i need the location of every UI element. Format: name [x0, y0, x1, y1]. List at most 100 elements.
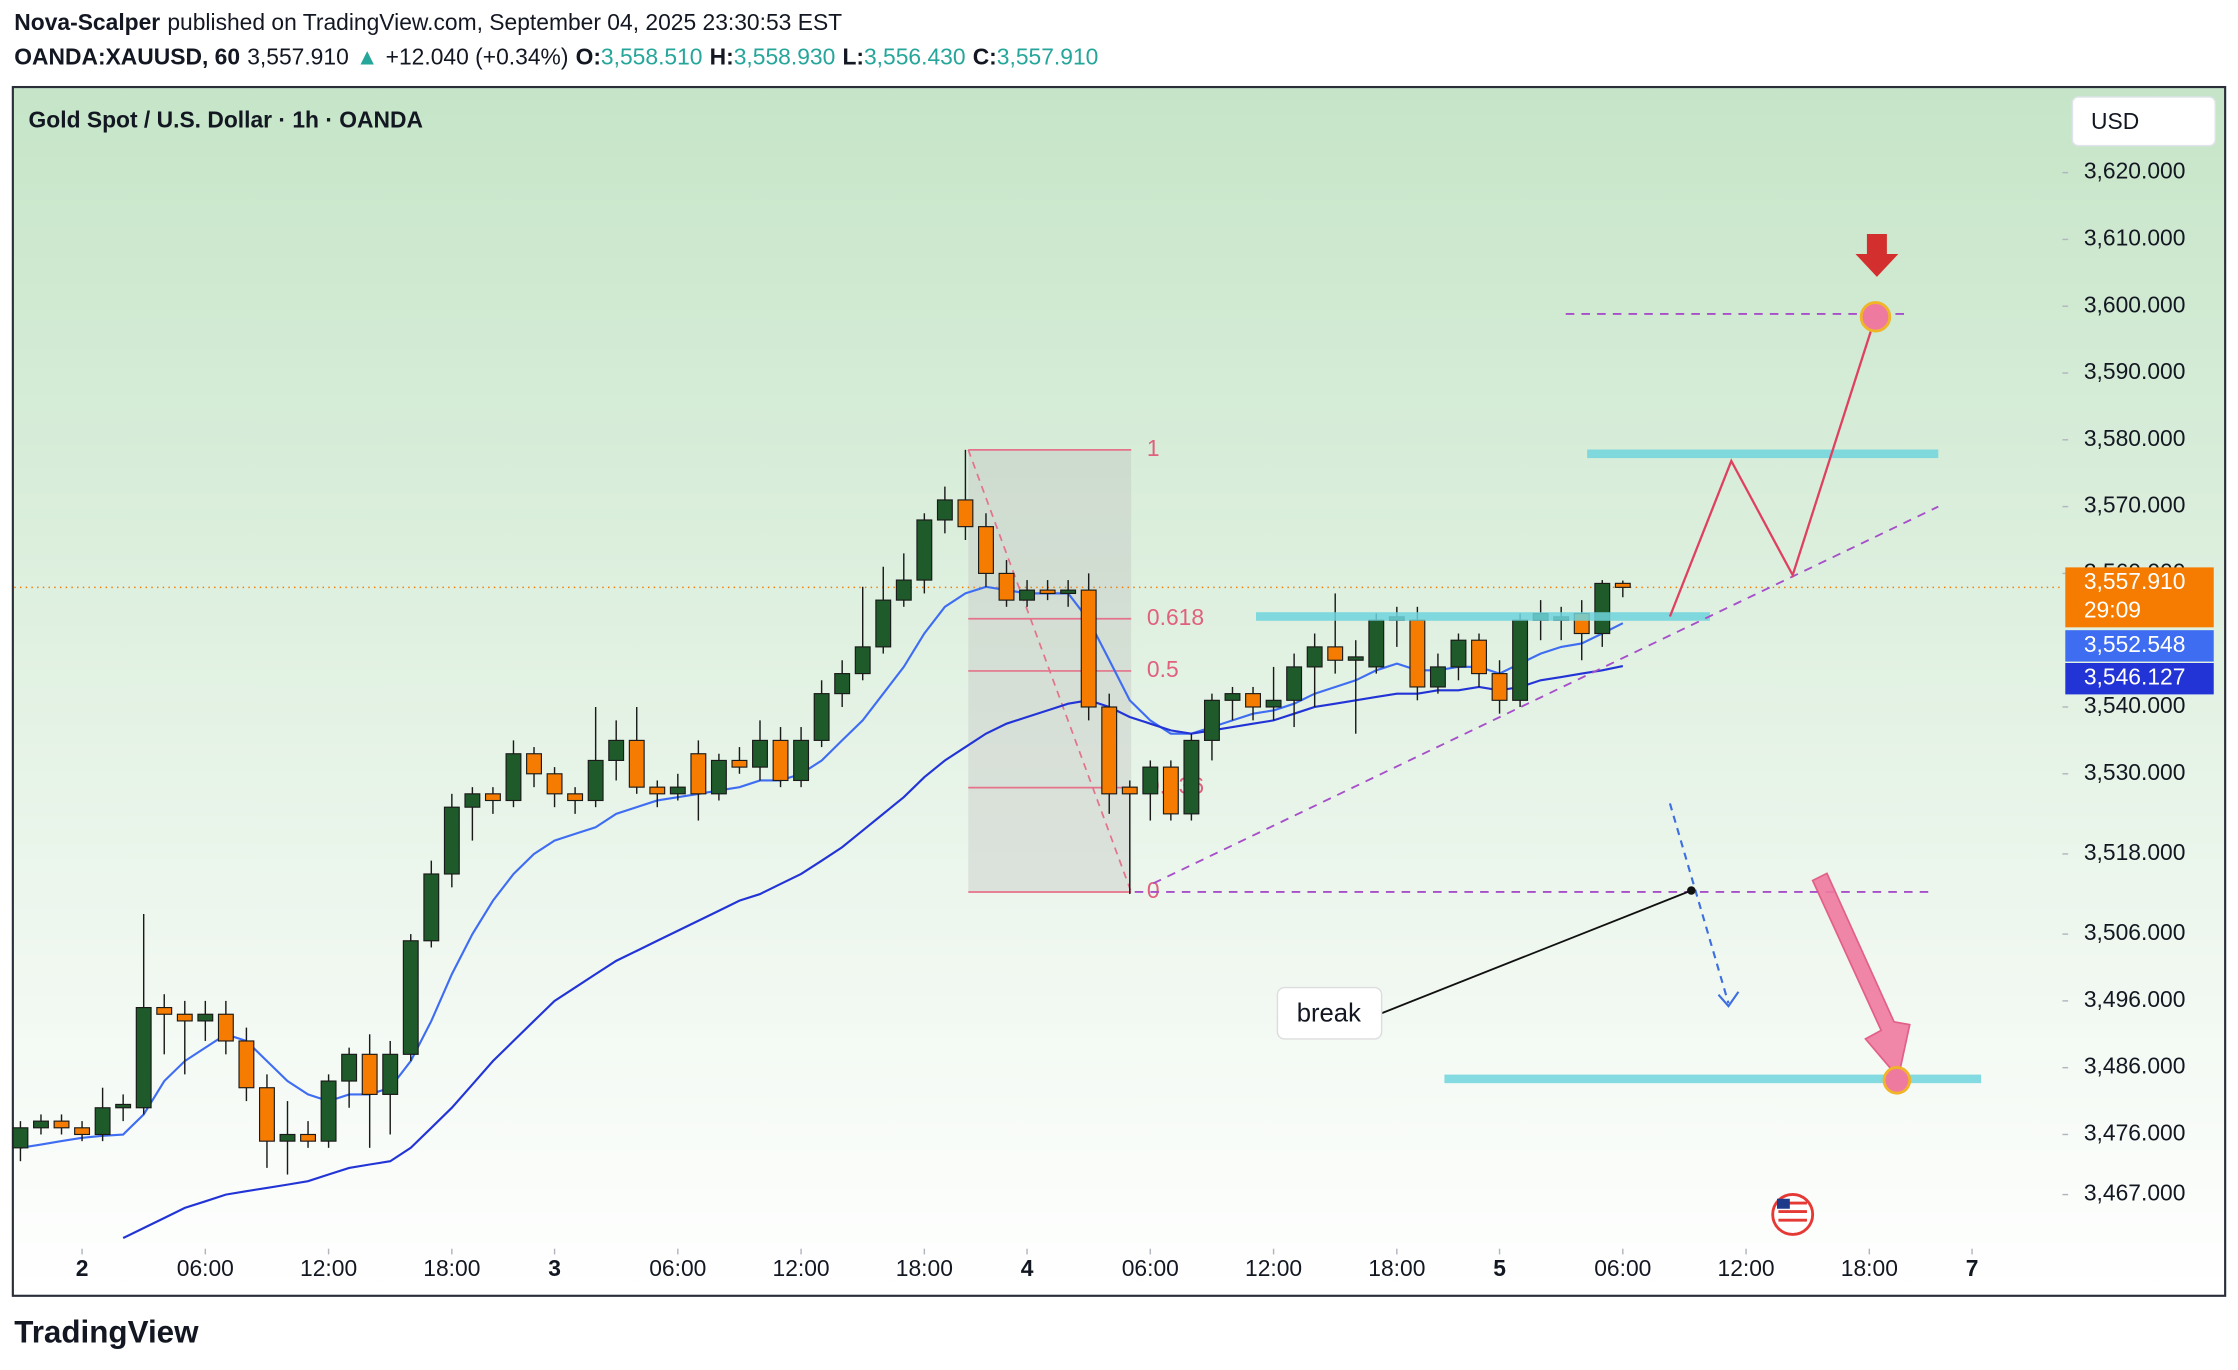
candle-body	[895, 579, 912, 601]
candle-body	[1224, 693, 1241, 701]
blue-arrowhead	[1717, 991, 1740, 1008]
candle-body	[1039, 589, 1056, 595]
candle-body	[916, 519, 933, 581]
author: Nova-Scalper	[14, 9, 160, 35]
candle-body	[1429, 666, 1446, 688]
candle-body	[834, 673, 851, 695]
candle-body	[1471, 639, 1487, 675]
y-tick-label: 3,530.000	[2084, 759, 2186, 785]
candle-body	[238, 1040, 255, 1089]
candle-body	[628, 739, 645, 788]
candle-body	[53, 1120, 70, 1129]
red-arrow	[1855, 234, 1899, 277]
target-dot	[1882, 1066, 1912, 1095]
moving-average	[122, 664, 1624, 1239]
last-price-badge	[2065, 567, 2214, 628]
candle-body	[115, 1103, 132, 1109]
ma-badge-label: 3,552.548	[2084, 631, 2186, 657]
break-label: break	[1297, 999, 1361, 1027]
ohlc-value: 3,558.510	[601, 44, 703, 70]
target-dot	[1859, 301, 1892, 333]
last-price-label: 3,557.910	[2084, 568, 2186, 594]
countdown: 29:09	[2084, 597, 2141, 623]
x-tick-label: 06:00	[1122, 1255, 1179, 1281]
x-tick-label: 18:00	[1841, 1255, 1898, 1281]
publish-line: Nova-Scalper published on TradingView.com…	[14, 9, 842, 35]
currency-box[interactable]	[2071, 96, 2216, 147]
candle-body	[875, 599, 892, 648]
candle-body	[1245, 693, 1262, 708]
published: published on TradingView.com, September …	[167, 9, 842, 35]
y-tick-label: 3,570.000	[2084, 492, 2186, 518]
candle-body	[1019, 589, 1036, 601]
candle-body	[12, 1127, 29, 1149]
candle-body	[176, 1013, 193, 1022]
candle-body	[300, 1133, 317, 1142]
brand: TradingView	[14, 1315, 199, 1350]
candle-body	[1203, 699, 1220, 741]
currency[interactable]: USD	[2091, 108, 2139, 134]
candle-body	[1594, 582, 1611, 635]
candle-body	[1491, 673, 1508, 701]
candle-body	[1327, 646, 1344, 661]
arrow: ▲	[356, 44, 379, 70]
pink-arrow	[1811, 872, 1911, 1080]
candle-body	[423, 873, 440, 942]
candle-body	[361, 1053, 378, 1095]
candle-body	[690, 753, 707, 795]
candle-body	[279, 1133, 296, 1142]
zone-line	[1256, 612, 1710, 621]
x-tick-label: 12:00	[300, 1255, 357, 1281]
break-box	[1276, 986, 1383, 1040]
candle-body	[1306, 646, 1323, 668]
x-tick-label: 4	[1021, 1255, 1034, 1281]
candle-body	[1450, 639, 1467, 668]
chart-layer: 3,620.000 3,610.000 3,600.000 3,590.000 3,58…	[12, 158, 2214, 1281]
x-tick-label: 06:00	[177, 1255, 234, 1281]
candle-body	[505, 753, 522, 802]
zone-line	[1444, 1074, 1982, 1084]
candle-body	[74, 1127, 91, 1136]
candle-body	[1614, 582, 1631, 588]
candle-body	[1265, 699, 1282, 708]
candle-body	[978, 526, 994, 574]
x-tick-label: 7	[1966, 1255, 1979, 1281]
break-dot	[1687, 886, 1696, 895]
x-tick-label: 06:00	[649, 1255, 706, 1281]
ohlc-key: L:	[842, 44, 864, 70]
y-tick-label: 3,610.000	[2084, 224, 2186, 250]
symbol-line: OANDA:XAUUSD, 60 3,557.910 ▲ +12.040 (+0.34…	[14, 44, 1098, 70]
y-tick-label: 3,580.000	[2084, 425, 2186, 451]
fib-trend	[967, 449, 1133, 893]
candle-body	[382, 1053, 399, 1095]
x-tick-label: 18:00	[423, 1255, 480, 1281]
event-icon-canton	[1776, 1198, 1790, 1209]
trend-line	[1152, 505, 1939, 885]
candle-body	[1409, 619, 1426, 688]
ohlc-key: H:	[710, 44, 734, 70]
candle-body	[1512, 619, 1529, 701]
fib-label: 0.5	[1147, 656, 1179, 682]
candle-body	[258, 1087, 275, 1142]
candle-body	[1162, 766, 1179, 815]
ma-badge	[2065, 663, 2214, 695]
candle-body	[33, 1120, 49, 1129]
x-tick-label: 18:00	[896, 1255, 953, 1281]
y-tick-label: 3,486.000	[2084, 1053, 2186, 1079]
candle-body	[649, 786, 666, 795]
y-tick-label: 3,476.000	[2084, 1120, 2186, 1146]
candle-body	[936, 499, 953, 521]
candle-body	[608, 739, 625, 762]
candle-body	[1286, 666, 1303, 701]
candle-body	[156, 1006, 173, 1015]
candle-body	[1368, 619, 1385, 668]
candle-body	[443, 806, 460, 875]
chart-frame	[11, 85, 2227, 1297]
candle-body	[484, 793, 501, 802]
candle-body	[197, 1013, 214, 1022]
y-tick-label: 3,467.000	[2084, 1180, 2186, 1206]
fib-label: 0	[1147, 877, 1160, 903]
candle-body	[1183, 739, 1200, 815]
candle-body	[710, 759, 727, 795]
